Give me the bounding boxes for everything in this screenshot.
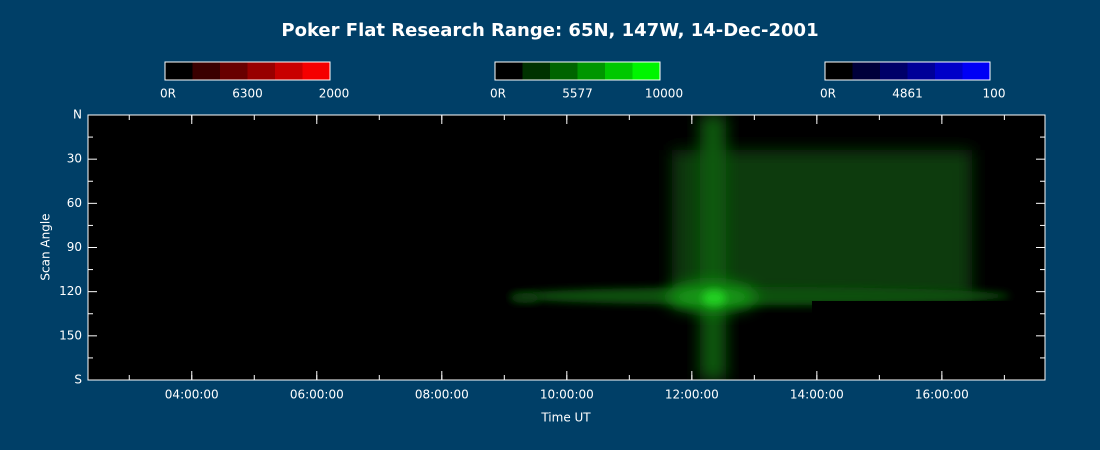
- colorbar-swatch: [852, 62, 880, 80]
- colorbar-swatch: [275, 62, 303, 80]
- colorbars: 0R 6300 2000 0R 5577 10000 0R 4861 100: [160, 61, 1006, 101]
- x-tick-label: 16:00:00: [915, 388, 969, 402]
- colorbar-swatch: [550, 62, 578, 80]
- x-axis-label: Time UT: [540, 411, 591, 425]
- colorbar-line-label: 6300: [232, 87, 263, 101]
- y-tick-label: 90: [67, 240, 82, 254]
- colorbar-swatch: [165, 62, 193, 80]
- colorbar-swatch: [880, 62, 908, 80]
- colorbar-frame: [494, 61, 661, 81]
- aurora-peak: [702, 290, 726, 306]
- missing-data: [812, 301, 1045, 380]
- y-tick-label: S: [74, 373, 82, 387]
- colorbar-swatch: [907, 62, 935, 80]
- colorbar-swatch: [247, 62, 275, 80]
- y-axis-label: Scan Angle: [39, 213, 53, 280]
- aurora-vertical: [700, 115, 726, 380]
- x-tick-label: 10:00:00: [540, 388, 594, 402]
- chart-title: Poker Flat Research Range: 65N, 147W, 14…: [281, 20, 818, 41]
- aurora-arc: [510, 287, 1010, 305]
- colorbar-swatch: [935, 62, 963, 80]
- colorbar-swatch: [220, 62, 248, 80]
- colorbar-frame: [164, 61, 331, 81]
- colorbar-max-label: 100: [983, 87, 1006, 101]
- x-tick-label: 04:00:00: [165, 388, 219, 402]
- colorbar-swatch: [605, 62, 633, 80]
- keogram-image: [88, 115, 1045, 380]
- colorbar-line-label: 5577: [562, 87, 593, 101]
- colorbar-swatch: [522, 62, 550, 80]
- y-tick-label: 120: [59, 284, 82, 298]
- y-tick-label: 60: [67, 196, 82, 210]
- colorbar-swatch: [495, 62, 523, 80]
- aurora-early: [510, 293, 540, 303]
- colorbar-swatch: [192, 62, 220, 80]
- x-tick-label: 12:00:00: [665, 388, 719, 402]
- colorbar-swatch: [962, 62, 990, 80]
- y-tick-label: N: [73, 108, 82, 122]
- colorbar-swatch: [577, 62, 605, 80]
- x-tick-label: 08:00:00: [415, 388, 469, 402]
- colorbar-swatch: [302, 62, 330, 80]
- colorbar-min-label: 0R: [490, 87, 506, 101]
- axes: 04:00:00 06:00:00 08:00:00 10:00:00 12:00:00…: [59, 108, 1045, 402]
- x-tick-label: 14:00:00: [790, 388, 844, 402]
- colorbar-line-label: 4861: [892, 87, 923, 101]
- colorbar-frame: [824, 61, 991, 81]
- x-tick-label: 06:00:00: [290, 388, 344, 402]
- y-tick-label: 150: [59, 328, 82, 342]
- colorbar-swatch: [632, 62, 660, 80]
- colorbar-min-label: 0R: [160, 87, 176, 101]
- colorbar-swatch: [825, 62, 853, 80]
- colorbar-min-label: 0R: [820, 87, 836, 101]
- y-tick-label: 30: [67, 152, 82, 166]
- colorbar-max-label: 2000: [319, 87, 350, 101]
- colorbar-max-label: 10000: [645, 87, 683, 101]
